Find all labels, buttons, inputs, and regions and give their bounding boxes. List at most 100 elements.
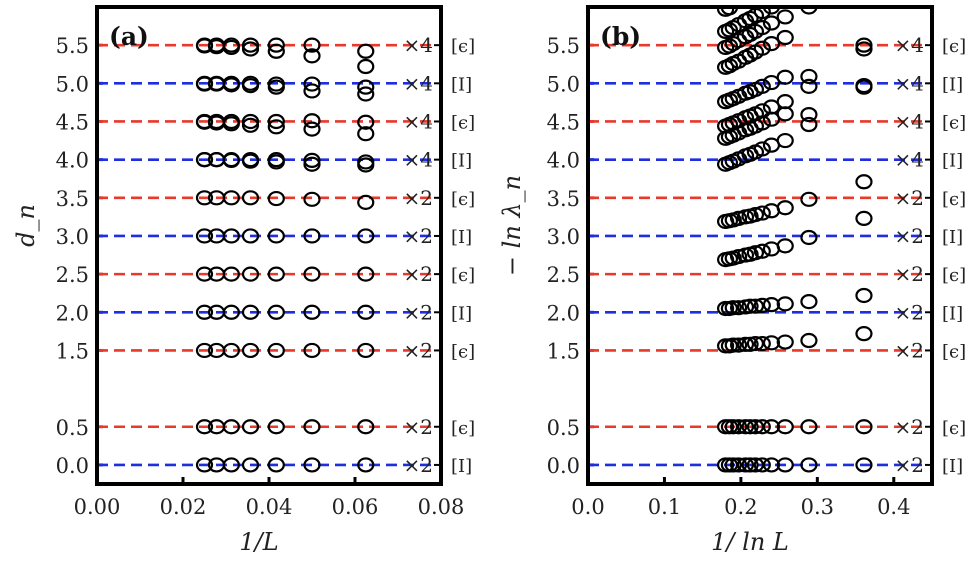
sector-label: [ϵ] xyxy=(942,265,966,286)
data-point xyxy=(753,335,771,352)
degeneracy-label: ×2 xyxy=(404,224,433,248)
data-point xyxy=(357,79,375,95)
data-point xyxy=(753,457,771,473)
data-point xyxy=(800,332,818,349)
x-tick-label: 0.06 xyxy=(332,495,379,519)
sector-label: [I] xyxy=(451,227,472,248)
data-point xyxy=(741,457,759,473)
y-tick-label: 3.0 xyxy=(547,225,580,249)
data-point xyxy=(741,298,759,314)
data-point xyxy=(357,43,375,59)
data-point xyxy=(729,210,748,227)
x-axis-label: 1/ ln L xyxy=(711,528,789,556)
degeneracy-label: ×4 xyxy=(895,33,924,57)
data-point xyxy=(724,419,742,435)
y-tick-label: 4.0 xyxy=(547,149,580,173)
data-point xyxy=(357,457,375,473)
sector-label: [ϵ] xyxy=(942,112,966,133)
data-point xyxy=(241,117,260,133)
data-point xyxy=(357,419,375,435)
data-point xyxy=(303,76,321,92)
sector-label: [ϵ] xyxy=(451,418,475,439)
data-point xyxy=(195,114,214,130)
data-point xyxy=(855,79,873,95)
data-point xyxy=(222,419,240,435)
y-tick-label: 4.5 xyxy=(547,110,580,134)
panel-a: ×2 [I] ×2 [ϵ] ×2 [ϵ] ×2 [I] ×2 [ϵ] ×2 [I] ×2 [ϵ] ×4 [I]… xyxy=(12,5,475,556)
data-point xyxy=(241,342,260,359)
data-point xyxy=(303,304,321,320)
data-point xyxy=(303,228,321,244)
data-point xyxy=(762,74,781,91)
degeneracy-label: ×2 xyxy=(895,453,924,477)
y-tick-label: 0.0 xyxy=(56,454,89,478)
data-point xyxy=(776,334,794,350)
degeneracy-label: ×2 xyxy=(404,300,433,324)
data-point xyxy=(303,37,321,53)
data-point xyxy=(753,419,771,435)
data-point xyxy=(241,41,260,57)
degeneracy-label: ×2 xyxy=(895,224,924,248)
data-point xyxy=(720,58,739,74)
y-tick-label: 0.5 xyxy=(547,416,580,440)
sector-label: [ϵ] xyxy=(451,112,475,133)
y-tick-label: 3.0 xyxy=(56,225,89,249)
data-point xyxy=(800,7,818,15)
data-points xyxy=(716,7,873,473)
data-point xyxy=(303,113,321,129)
data-point xyxy=(303,152,321,169)
data-point xyxy=(303,83,321,99)
data-point xyxy=(222,77,240,93)
degeneracy-label: ×2 xyxy=(895,415,924,439)
data-point xyxy=(222,457,240,473)
data-point xyxy=(776,69,794,85)
degeneracy-label: ×4 xyxy=(404,109,433,133)
data-point xyxy=(753,141,771,157)
data-point xyxy=(724,337,742,353)
degeneracy-label: ×4 xyxy=(895,71,924,95)
data-point xyxy=(357,266,375,282)
data-point xyxy=(303,457,321,473)
data-point xyxy=(241,228,260,244)
data-point xyxy=(753,7,771,20)
y-tick-label: 0.0 xyxy=(547,454,580,478)
data-point xyxy=(753,205,771,221)
y-tick-label: 0.5 xyxy=(56,416,89,440)
data-point xyxy=(241,153,260,169)
data-point xyxy=(222,190,240,206)
data-point xyxy=(241,37,260,53)
sector-label: [I] xyxy=(942,227,963,248)
x-tick-label: 0.02 xyxy=(160,495,207,519)
data-point xyxy=(267,266,285,282)
data-point xyxy=(357,86,375,102)
data-point xyxy=(195,190,214,206)
data-point xyxy=(357,157,375,173)
data-point xyxy=(736,336,755,352)
degeneracy-label: ×2 xyxy=(895,338,924,362)
data-point xyxy=(776,296,794,312)
degeneracy-label: ×4 xyxy=(404,33,433,57)
data-point xyxy=(729,337,748,353)
x-tick-label: 0.0 xyxy=(571,495,604,519)
degeneracy-label: ×4 xyxy=(404,148,433,172)
data-point xyxy=(267,228,285,244)
data-point xyxy=(741,419,759,435)
data-point xyxy=(267,154,285,170)
data-point xyxy=(729,300,748,316)
sector-label: [ϵ] xyxy=(451,341,475,362)
data-point xyxy=(357,114,375,130)
data-point xyxy=(357,126,375,142)
data-point xyxy=(267,304,285,320)
data-point xyxy=(222,39,240,56)
data-point xyxy=(800,457,818,473)
data-point xyxy=(762,335,781,351)
data-point xyxy=(746,298,765,314)
panel-label: (b) xyxy=(600,22,641,51)
x-tick-label: 0.00 xyxy=(74,495,121,519)
y-tick-label: 3.5 xyxy=(56,187,89,211)
data-point xyxy=(762,99,781,115)
data-point xyxy=(800,68,818,85)
y-tick-label: 4.0 xyxy=(56,149,89,173)
data-point xyxy=(753,243,771,259)
